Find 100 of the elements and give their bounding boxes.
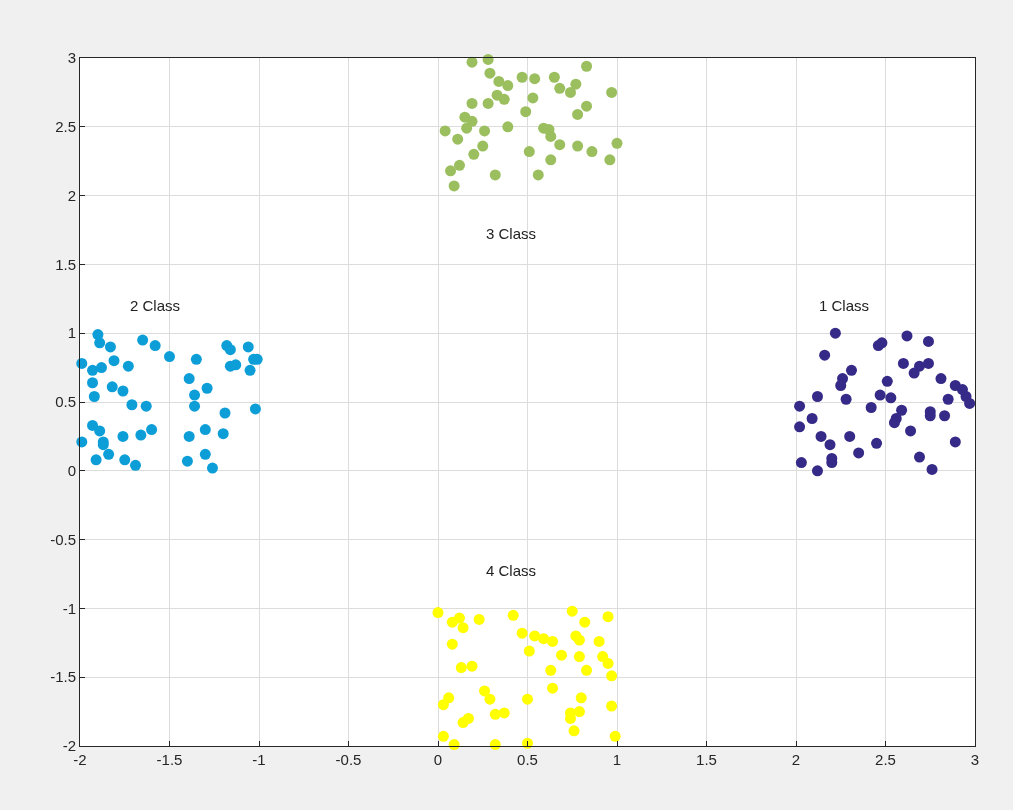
point — [199, 424, 211, 436]
point — [87, 364, 99, 376]
point — [897, 357, 909, 369]
point — [568, 725, 580, 737]
point — [545, 154, 557, 166]
point — [181, 455, 193, 467]
point — [183, 430, 195, 442]
point — [523, 645, 535, 657]
point — [914, 360, 926, 372]
point — [554, 82, 566, 94]
point — [964, 397, 976, 409]
point — [466, 115, 478, 127]
point — [881, 375, 893, 387]
point — [445, 165, 457, 177]
point — [949, 436, 961, 448]
point — [189, 389, 201, 401]
point — [935, 373, 947, 385]
point — [926, 463, 938, 475]
point — [901, 330, 913, 342]
point — [94, 425, 106, 437]
point — [564, 86, 576, 98]
point — [457, 622, 469, 634]
point — [462, 712, 474, 724]
point — [538, 633, 550, 645]
point — [606, 670, 618, 682]
point — [575, 692, 587, 704]
point — [572, 108, 584, 120]
point — [806, 413, 818, 425]
point — [498, 707, 510, 719]
point — [581, 664, 593, 676]
x-tick-label: 2.5 — [875, 751, 896, 768]
point — [117, 385, 129, 397]
point — [795, 457, 807, 469]
point — [453, 612, 465, 624]
y-tick-label: 2 — [67, 186, 76, 204]
point — [579, 616, 591, 628]
y-tick-label: 1.5 — [55, 255, 76, 273]
point — [865, 402, 877, 413]
x-tick-label: 3 — [970, 751, 980, 768]
point — [502, 121, 514, 133]
point — [108, 355, 120, 367]
point — [602, 657, 614, 669]
point — [117, 430, 129, 442]
point — [164, 351, 175, 363]
point — [888, 417, 900, 429]
point — [573, 651, 585, 663]
point — [602, 611, 614, 623]
point — [844, 430, 856, 442]
y-tick-label: 2.5 — [55, 118, 76, 136]
point — [606, 700, 618, 712]
point — [466, 660, 478, 672]
point — [593, 635, 605, 647]
point — [794, 421, 806, 433]
point — [119, 454, 131, 466]
point — [520, 106, 532, 118]
point — [586, 146, 598, 158]
x-tick-label: 0.5 — [517, 751, 538, 768]
point — [529, 73, 541, 85]
point — [489, 169, 501, 181]
x-tick-label: -1.5 — [156, 751, 183, 768]
point — [201, 382, 213, 394]
point — [452, 133, 464, 145]
point — [498, 93, 510, 105]
point — [606, 86, 618, 98]
annotation: 1 Class — [819, 297, 870, 314]
point — [466, 97, 478, 109]
point — [876, 337, 888, 349]
annotation: 3 Class — [486, 225, 537, 242]
point — [939, 410, 951, 422]
point — [103, 448, 115, 460]
point — [479, 685, 491, 697]
point — [922, 335, 934, 347]
point — [477, 140, 489, 152]
point — [811, 391, 823, 402]
point — [87, 419, 99, 431]
point — [573, 634, 585, 646]
point — [446, 638, 458, 650]
point — [547, 682, 559, 694]
point — [219, 407, 231, 419]
point — [437, 699, 449, 711]
point — [566, 605, 578, 617]
point — [439, 125, 451, 137]
point — [922, 357, 934, 369]
point — [244, 364, 256, 376]
point — [840, 393, 852, 405]
point — [581, 60, 593, 72]
point — [532, 169, 544, 181]
point — [529, 630, 541, 642]
x-tick-label: -0.5 — [335, 751, 362, 768]
point — [224, 344, 236, 356]
y-tick-label: -1.5 — [50, 668, 76, 686]
point — [523, 146, 535, 158]
x-tick-label: -1 — [252, 751, 266, 768]
point — [87, 377, 99, 389]
point — [122, 360, 134, 372]
point — [437, 730, 449, 742]
annotation: 4 Class — [486, 562, 537, 579]
point — [815, 430, 827, 442]
point — [502, 80, 514, 92]
point — [453, 159, 465, 171]
